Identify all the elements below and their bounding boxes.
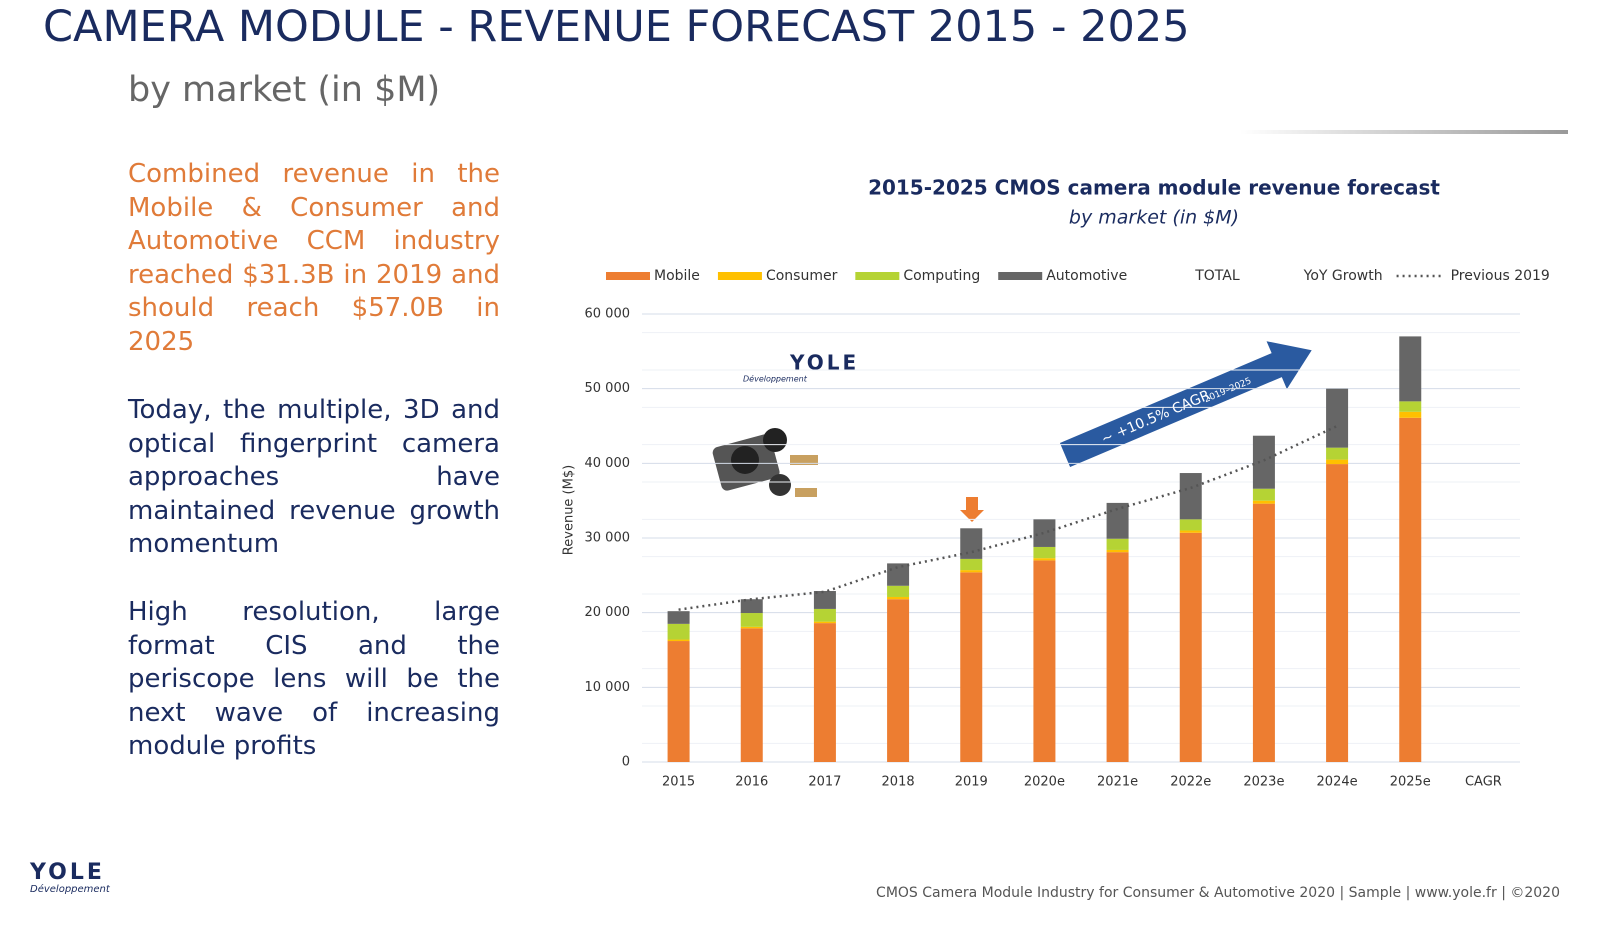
x-tick-label: 2022e <box>1170 775 1211 790</box>
bar-segment <box>1179 532 1202 762</box>
bar-segment <box>1399 417 1422 762</box>
bar-segment <box>960 570 983 573</box>
logo-name: YOLE <box>30 860 105 885</box>
paragraph: Today, the multiple, 3D and optical fing… <box>128 395 500 559</box>
bar-segment <box>1399 411 1422 418</box>
bar-segment <box>1252 488 1275 501</box>
bar-segment <box>887 599 910 762</box>
slide-subtitle: by market (in $M) <box>128 70 441 110</box>
x-tick-label: 2015 <box>662 775 695 790</box>
bar-segment <box>813 608 836 622</box>
bar-segment <box>667 639 690 642</box>
logo-tagline: Développement <box>743 374 808 384</box>
legend-label: Computing <box>903 268 980 284</box>
bar-segment <box>960 558 983 571</box>
legend-swatch <box>998 272 1043 280</box>
y-axis-label: Revenue (M$) <box>562 465 577 555</box>
footer: CMOS Camera Module Industry for Consumer… <box>876 885 1560 901</box>
bar-segment <box>1399 336 1422 402</box>
y-tick-label: 30 000 <box>585 531 631 546</box>
annotation: ~ +10.5% CAGR <box>1099 387 1213 447</box>
bar-segment <box>1179 519 1202 531</box>
logo-name: YOLE <box>789 351 859 375</box>
logo-tagline: Développement <box>30 884 110 895</box>
bar-segment <box>740 613 763 627</box>
x-tick-label: CAGR <box>1465 775 1502 790</box>
y-tick-label: 0 <box>622 755 630 770</box>
bar-segment <box>1106 552 1129 762</box>
bar-segment <box>1326 447 1349 460</box>
x-tick-label: 2019 <box>955 775 988 790</box>
bar-segment <box>1033 546 1056 559</box>
bar-segment <box>1033 558 1056 561</box>
legend-label: YoY Growth <box>1303 268 1383 284</box>
bar-segment <box>1106 538 1129 550</box>
legend-label: Previous 2019 <box>1451 268 1550 284</box>
x-tick-label: 2018 <box>882 775 915 790</box>
bar-segment <box>1326 388 1349 448</box>
bar-segment <box>1179 473 1202 520</box>
bar-segment <box>1326 464 1349 762</box>
legend-swatch <box>717 272 762 280</box>
bar-segment <box>887 563 910 586</box>
bar-segment <box>1252 435 1275 489</box>
bar-segment <box>1252 503 1275 762</box>
bar-segment <box>813 623 836 762</box>
bar-segment <box>1399 401 1422 412</box>
x-tick-label: 2020e <box>1024 775 1065 790</box>
legend-label: Automotive <box>1046 268 1127 284</box>
y-tick-label: 10 000 <box>585 680 631 695</box>
bar-segment <box>813 591 836 609</box>
legend-swatch <box>606 272 650 280</box>
x-tick-label: 2024e <box>1317 775 1358 790</box>
bar-segment <box>667 641 690 762</box>
bar-segment <box>1326 459 1349 465</box>
x-tick-label: 2025e <box>1390 775 1431 790</box>
legend-label: TOTAL <box>1194 268 1240 284</box>
legend-label: Mobile <box>654 268 700 284</box>
bar-segment <box>740 628 763 762</box>
x-tick-label: 2023e <box>1243 775 1284 790</box>
y-tick-label: 20 000 <box>585 605 631 620</box>
bar-segment <box>740 626 763 629</box>
bar-segment <box>813 621 836 624</box>
bar-segment <box>1106 549 1129 553</box>
paragraph: Combined revenue in the Mobile & Consume… <box>128 159 500 357</box>
bar-segment <box>667 623 690 640</box>
camera-photo <box>712 428 818 497</box>
y-tick-label: 50 000 <box>585 381 631 396</box>
paragraph: High resolution, large format CIS and th… <box>128 597 500 761</box>
bar-segment <box>960 528 983 559</box>
bar-segment <box>740 599 763 614</box>
legend-label: Consumer <box>766 268 838 284</box>
x-tick-label: 2017 <box>808 775 841 790</box>
y-tick-label: 40 000 <box>585 456 631 471</box>
x-tick-label: 2016 <box>735 775 768 790</box>
slide-title: CAMERA MODULE - REVENUE FORECAST 2015 - … <box>43 2 1190 52</box>
cagr-arrow: ~ +10.5% CAGR 2019–2025 <box>1059 341 1312 467</box>
y-tick-label: 60 000 <box>585 307 631 322</box>
bar-segment <box>960 572 983 762</box>
bar-segment <box>1179 530 1202 533</box>
bar-segment <box>887 585 910 597</box>
divider <box>1240 130 1568 134</box>
bar-segment <box>1033 560 1056 762</box>
previous-line <box>678 424 1338 611</box>
bar-segment <box>667 611 690 624</box>
legend-swatch <box>855 272 900 280</box>
highlight-arrow <box>960 497 984 522</box>
x-tick-label: 2021e <box>1097 775 1138 790</box>
bar-segment <box>1252 500 1275 504</box>
bar-segment <box>887 596 910 600</box>
bar-segment <box>1033 519 1056 547</box>
chart-title: 2015-2025 CMOS camera module revenue for… <box>868 176 1440 200</box>
bar-segment <box>1106 502 1129 539</box>
chart-subtitle: by market (in $M) <box>1069 207 1239 229</box>
